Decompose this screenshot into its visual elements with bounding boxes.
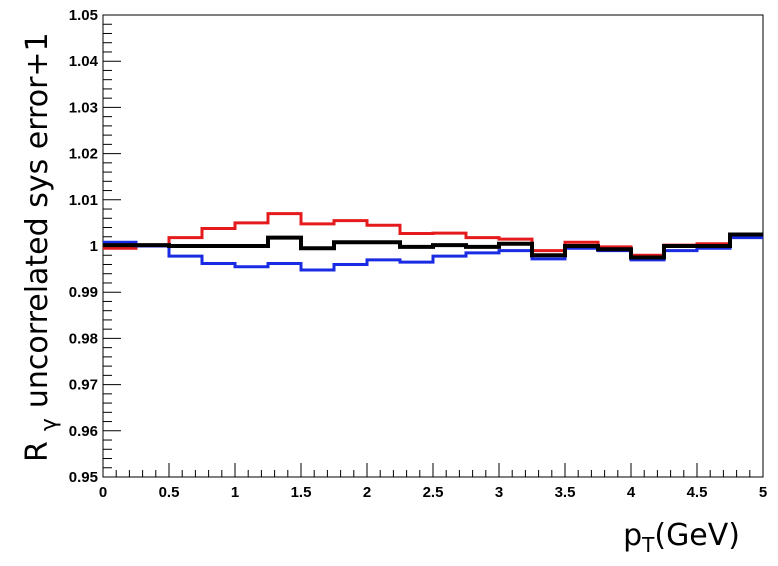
series-line-1 xyxy=(103,212,763,257)
y-tick-label: 1.04 xyxy=(69,53,99,70)
tick-labels: 0 0.5 1 1.5 2 2.5 3 3.5 4 4.5 5 0.95 0.96 0.97 0.98 0.9… xyxy=(69,7,767,501)
y-tick-label: 1.02 xyxy=(69,146,98,163)
x-tick-label: 1 xyxy=(231,484,239,501)
x-tick-label: 4 xyxy=(627,484,636,501)
y-tick-label: 0.99 xyxy=(69,284,98,301)
axis-ticks xyxy=(102,14,764,478)
series-line-3 xyxy=(103,232,763,260)
x-tick-label: 2 xyxy=(363,484,371,501)
y-tick-label: 0.98 xyxy=(69,330,98,347)
y-axis-title: Rγuncorrelated sys error+1 xyxy=(20,32,62,462)
x-tick-label: 3.5 xyxy=(555,484,576,501)
y-tick-label: 0.96 xyxy=(69,423,98,440)
x-tick-label: 5 xyxy=(759,484,767,501)
x-tick-label: 2.5 xyxy=(423,484,444,501)
series-group xyxy=(103,212,763,272)
y-tick-label: 1.01 xyxy=(69,192,98,209)
x-tick-label: 0 xyxy=(99,484,107,501)
x-tick-label: 4.5 xyxy=(687,484,708,501)
y-tick-label: 1.03 xyxy=(69,99,98,116)
y-tick-label: 1 xyxy=(90,238,98,255)
x-tick-label: 0.5 xyxy=(159,484,180,501)
y-tick-label: 1.05 xyxy=(69,7,98,24)
y-tick-label: 0.95 xyxy=(69,469,98,486)
series-line-2 xyxy=(103,236,763,272)
y-tick-label: 0.97 xyxy=(69,377,98,394)
x-axis-title: pT(GeV) xyxy=(623,518,740,557)
x-tick-label: 1.5 xyxy=(291,484,312,501)
x-tick-label: 3 xyxy=(495,484,503,501)
